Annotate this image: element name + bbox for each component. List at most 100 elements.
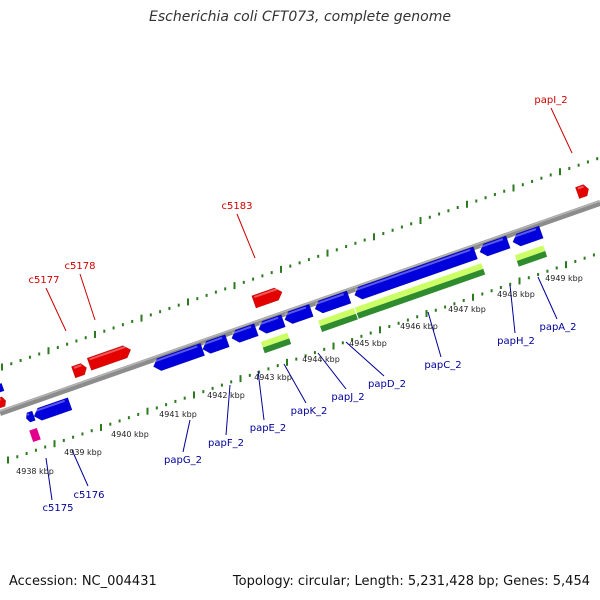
gene-c5175-arrow xyxy=(25,410,36,423)
gene-papG2-arrow xyxy=(153,342,206,372)
label-papJ2-leader xyxy=(317,352,347,390)
gene-c5176-arrow xyxy=(33,397,73,421)
tick-label-3: 4941 kbp xyxy=(159,410,197,419)
accession-text: Accession: NC_004431 xyxy=(9,574,157,589)
gene-papI2-arrow-shine xyxy=(577,185,584,190)
tick-label-7: 4945 kbp xyxy=(349,339,387,348)
gene-papJ2-arrow-shine xyxy=(284,306,307,316)
gene-papC2-arrow-shine xyxy=(354,248,471,292)
gene-papC2-arrow-arrow xyxy=(354,246,478,300)
gene-edge-forward-arrow xyxy=(0,396,7,409)
label-c5175: c5175 xyxy=(43,503,74,514)
tick-label-0: 4938 kbp xyxy=(16,467,54,476)
label-papI2-leader xyxy=(550,107,573,154)
gene-papG2-arrow-shine xyxy=(153,345,198,363)
operon-band-papA xyxy=(514,245,548,267)
gene-c5177-arrow xyxy=(71,363,87,379)
label-c5183-leader xyxy=(236,213,256,259)
label-papC2-leader xyxy=(427,311,442,358)
operon-band-papE xyxy=(260,332,292,354)
label-papA2: papA_2 xyxy=(539,322,576,333)
gene-rna-feature xyxy=(29,428,41,442)
label-c5175-leader xyxy=(45,457,53,501)
gene-papH2-arrow-arrow xyxy=(479,235,511,257)
map-title: Escherichia coli CFT073, complete genome xyxy=(149,9,451,25)
gene-papF2-arrow-arrow xyxy=(202,334,230,354)
label-c5183: c5183 xyxy=(222,201,253,212)
label-c5176: c5176 xyxy=(74,490,105,501)
label-papK2-leader xyxy=(283,363,307,404)
label-papJ2: papJ_2 xyxy=(331,392,364,403)
label-papE2: papE_2 xyxy=(250,423,287,434)
gene-papD2-arrow-arrow xyxy=(314,290,352,314)
inner-tick-ring xyxy=(7,253,595,464)
tick-label-4: 4942 kbp xyxy=(207,391,245,400)
tick-labels: 4938 kbp 4939 kbp 4940 kbp 4941 kbp 4942 kbp… xyxy=(16,274,583,476)
label-papH2: papH_2 xyxy=(497,336,535,347)
label-papA2-leader xyxy=(537,276,558,320)
label-c5177-leader xyxy=(45,287,67,332)
operon-band-papC-dark xyxy=(356,268,486,319)
label-papG2: papG_2 xyxy=(164,455,202,466)
genome-stats-text: Topology: circular; Length: 5,231,428 bp… xyxy=(232,574,590,589)
gene-edge-reverse-arrow xyxy=(0,382,5,393)
tick-label-8: 4946 kbp xyxy=(400,322,438,331)
gene-features xyxy=(0,184,589,442)
label-papK2: papK_2 xyxy=(291,406,328,417)
label-c5176-leader xyxy=(71,449,89,487)
gene-papK2-arrow-shine xyxy=(258,316,279,326)
label-papG2-leader xyxy=(182,419,191,453)
tick-label-2: 4940 kbp xyxy=(111,430,149,439)
gene-papK2-arrow xyxy=(258,314,286,334)
label-papE2-leader xyxy=(257,370,265,421)
gene-c5176-arrow-shine xyxy=(34,399,66,413)
label-papF2: papF_2 xyxy=(208,438,244,449)
tick-label-10: 4948 kbp xyxy=(497,290,535,299)
gene-papA2-arrow-shine xyxy=(512,228,537,238)
tick-label-1: 4939 kbp xyxy=(64,448,102,457)
gene-edge-reverse-arrow-arrow xyxy=(0,382,5,393)
tick-label-9: 4947 kbp xyxy=(448,305,486,314)
gene-c5177-arrow-arrow xyxy=(71,363,87,379)
gene-papI2-arrow xyxy=(575,184,589,199)
label-papC2: papC_2 xyxy=(424,360,461,371)
gene-papK2-arrow-arrow xyxy=(258,314,286,334)
gene-c5177-arrow-shine xyxy=(73,364,82,369)
operon-band-papD-dark xyxy=(320,313,358,332)
gene-c5183-arrow-arrow xyxy=(251,287,283,309)
operon-band-papE-dark xyxy=(262,338,292,354)
gene-papA2-arrow xyxy=(512,225,544,247)
gene-c5178-arrow-arrow xyxy=(86,345,132,371)
gene-papF2-arrow-shine xyxy=(202,336,223,346)
gene-c5178-arrow xyxy=(86,345,132,371)
gene-papJ2-arrow-arrow xyxy=(284,303,314,325)
label-leaders xyxy=(45,107,573,501)
operon-band-papC-light xyxy=(354,263,484,314)
gene-papA2-arrow-arrow xyxy=(512,225,544,247)
gene-c5175-arrow-arrow xyxy=(25,410,36,423)
gene-papH2-arrow xyxy=(479,235,511,257)
tick-label-6: 4944 kbp xyxy=(302,355,340,364)
gene-papI2-arrow-arrow xyxy=(575,184,589,199)
gene-papC2-arrow xyxy=(354,246,478,300)
gene-edge-forward-arrow-arrow xyxy=(0,396,7,409)
label-papD2-leader xyxy=(345,341,385,377)
gene-c5178-arrow-shine xyxy=(89,345,126,361)
genome-backbone-highlight xyxy=(0,200,600,412)
label-papI2: papI_2 xyxy=(534,95,567,106)
label-papD2: papD_2 xyxy=(368,379,406,390)
label-papH2-leader xyxy=(509,284,516,334)
gene-c5175-arrow-shine xyxy=(26,413,30,416)
operon-band-papA-light xyxy=(514,245,546,261)
gene-papE2-arrow-shine xyxy=(231,325,252,335)
gene-edge-forward-arrow-shine xyxy=(0,398,2,401)
label-papF2-leader xyxy=(225,384,231,436)
gene-papD2-arrow xyxy=(314,290,352,314)
gene-c5183-arrow xyxy=(251,287,283,309)
gene-papF2-arrow xyxy=(202,334,230,354)
gene-c5176-arrow-arrow xyxy=(33,397,73,421)
operon-band-papE-light xyxy=(260,332,290,348)
gene-papH2-arrow-shine xyxy=(479,238,504,248)
